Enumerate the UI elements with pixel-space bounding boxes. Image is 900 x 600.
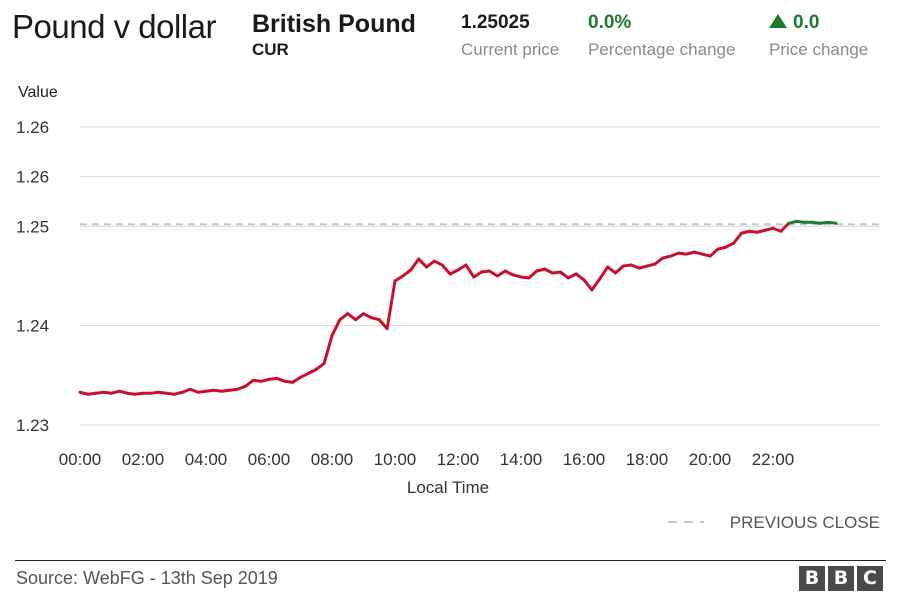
x-tick-label: 08:00 [311,450,354,469]
series-segment [582,278,594,292]
series-segment [291,375,302,384]
series-segment [354,312,365,322]
series-segment [409,257,421,272]
logo-letter: B [828,566,854,591]
current-price-label: Current price [461,40,560,59]
x-tick-label: 02:00 [122,450,165,469]
series-segment [417,257,428,269]
series-segment [425,259,436,269]
y-tick-label: 1.26 [16,168,49,187]
series-segment [598,265,610,281]
series-segment [330,318,342,338]
y-tick-label: 1.25 [16,217,49,236]
series-segment [708,247,720,258]
y-tick-label: 1.26 [16,118,49,137]
legend: PREVIOUS CLOSE [668,513,880,532]
y-axis-label: Value [18,84,58,101]
current-price-stat: 1.25025 Current price [461,12,559,60]
series-segment [322,334,334,365]
x-tick-label: 06:00 [248,450,291,469]
percentage-change-label: Percentage change [588,40,736,59]
series-segment [558,270,570,280]
footer-divider [15,560,886,561]
series-segment [826,220,838,225]
logo-letter: C [857,566,883,591]
percentage-change-stat: 0.0% Percentage change [588,12,735,60]
price-change-label: Price change [769,40,869,59]
x-tick-label: 22:00 [752,450,795,469]
chart-title: Pound v dollar [12,8,216,45]
series-segment [495,269,507,278]
series-segment [472,270,484,279]
x-tick-label: 20:00 [689,450,732,469]
instrument-code: CUR [252,40,289,59]
series-segment [377,318,389,331]
y-tick-label: 1.24 [16,317,49,336]
price-change-stat: 0.0 Price change [769,12,868,60]
series-segment [456,263,468,272]
series-segment [779,221,791,233]
logo-letter: B [799,566,825,591]
x-tick-label: 04:00 [185,450,228,469]
series-segment [385,279,397,331]
series-segment [401,268,413,278]
current-price-value: 1.25025 [461,12,530,33]
x-tick-label: 12:00 [437,450,480,469]
series-segment [314,361,326,371]
x-axis-label: Local Time [407,478,489,497]
legend-label: PREVIOUS CLOSE [730,513,880,532]
series-segment [440,263,452,276]
series-segment [527,269,539,280]
y-tick-labels: 1.23 1.24 1.25 1.26 1.26 [16,118,49,435]
x-tick-label: 10:00 [374,450,417,469]
percentage-change-value: 0.0% [588,12,632,33]
series-segment [614,264,625,275]
x-tick-label: 14:00 [500,450,543,469]
series-segment [732,231,743,245]
series-segment [464,263,476,279]
x-tick-label: 16:00 [563,450,606,469]
x-tick-label: 18:00 [626,450,669,469]
instrument-name: British Pound [252,10,416,38]
series-segment [653,256,665,266]
series-segment [243,378,255,388]
source-note: Source: WebFG - 13th Sep 2019 [16,568,278,588]
series-segment [338,312,350,322]
grid-lines [80,126,880,426]
price-change-value: 0.0 [793,12,820,33]
series-segment [488,269,499,278]
bbc-logo: B B C [799,566,883,591]
series-segment [606,265,617,275]
series-segment [574,272,586,282]
y-tick-label: 1.23 [16,416,49,435]
x-tick-labels: 00:00 02:00 04:00 06:00 08:00 10:00 12:00 14:00… [59,450,795,469]
x-tick-label: 00:00 [59,450,102,469]
price-series [78,219,838,396]
series-segment [590,277,602,292]
series-segment [393,274,405,283]
up-triangle-icon [769,14,787,28]
series-segment [346,312,358,322]
